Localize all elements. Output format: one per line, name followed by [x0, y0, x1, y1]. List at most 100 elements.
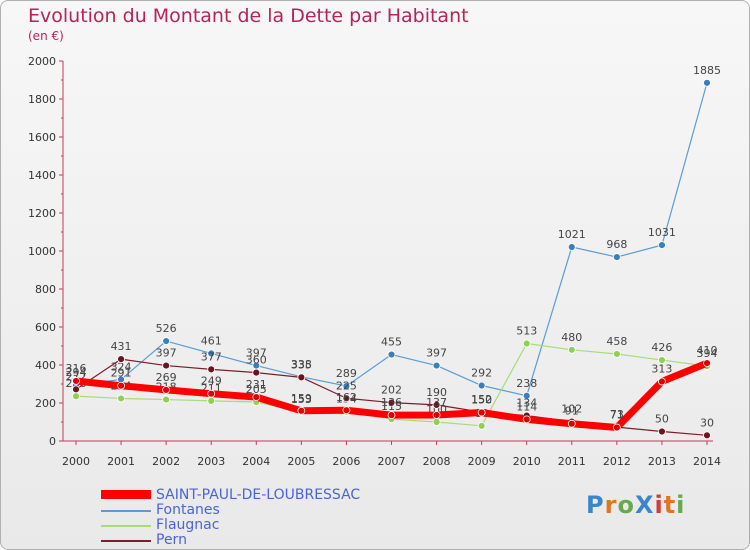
data-label-flaugnac: 426 [651, 341, 672, 354]
data-label-pern: 225 [336, 379, 357, 392]
y-tick-label: 0 [49, 435, 56, 448]
data-label-pern: 152 [471, 393, 492, 406]
legend-label: Flaugnac [156, 517, 220, 533]
data-label-flaugnac: 205 [246, 383, 267, 396]
data-point-saint-paul-de-loubressac [117, 381, 125, 390]
x-tick-label: 2006 [332, 455, 360, 468]
y-tick-label: 800 [35, 283, 56, 296]
data-point-fontanes [703, 78, 711, 87]
data-label-saint-paul-de-loubressac: 313 [651, 363, 672, 376]
data-label-fontanes: 526 [156, 322, 177, 335]
data-label-pern: 190 [426, 386, 447, 399]
data-point-saint-paul-de-loubressac [432, 411, 441, 419]
data-point-fontanes [477, 381, 486, 390]
data-label-pern: 30 [700, 416, 714, 429]
y-tick-label: 200 [35, 397, 56, 410]
y-tick-label: 1400 [28, 169, 56, 182]
data-point-flaugnac [162, 395, 171, 404]
data-point-saint-paul-de-loubressac [703, 359, 711, 368]
logo-letter: i [654, 491, 664, 519]
data-point-fontanes [567, 243, 576, 251]
data-point-saint-paul-de-loubressac [522, 415, 531, 424]
logo-letter: i [676, 491, 686, 519]
y-tick-label: 1200 [28, 207, 56, 220]
y-tick-label: 1800 [28, 93, 56, 106]
legend-label: Fontanes [156, 502, 220, 518]
data-label-saint-paul-de-loubressac: 316 [66, 362, 87, 375]
data-label-saint-paul-de-loubressac: 91 [565, 405, 579, 418]
data-point-flaugnac [522, 339, 531, 348]
x-tick-label: 2000 [62, 455, 90, 468]
data-label-saint-paul-de-loubressac: 150 [471, 394, 492, 407]
data-point-flaugnac [567, 345, 576, 354]
data-point-flaugnac [207, 397, 216, 405]
data-point-fontanes [612, 253, 621, 261]
data-point-pern [432, 400, 441, 409]
data-label-fontanes: 397 [426, 347, 447, 360]
data-point-pern [117, 355, 125, 364]
data-label-pern: 360 [246, 354, 267, 367]
data-label-pern: 73 [610, 408, 624, 421]
data-label-pern: 397 [156, 347, 177, 360]
data-label-saint-paul-de-loubressac: 291 [111, 367, 132, 380]
x-tick-label: 2014 [693, 455, 721, 468]
data-point-fontanes [522, 391, 531, 400]
data-label-fontanes: 461 [201, 334, 222, 347]
data-point-saint-paul-de-loubressac [612, 423, 621, 432]
data-label-fontanes: 238 [516, 377, 537, 390]
legend-swatch [101, 525, 151, 527]
data-point-fontanes [658, 241, 666, 250]
logo-letter: o [617, 491, 635, 519]
data-label-saint-paul-de-loubressac: 137 [426, 396, 447, 409]
data-point-flaugnac [72, 392, 80, 401]
logo-letter: r [604, 491, 618, 519]
data-label-fontanes: 1031 [648, 226, 676, 239]
data-label-saint-paul-de-loubressac: 114 [516, 400, 537, 413]
data-label-fontanes: 292 [471, 367, 492, 380]
data-point-fontanes [207, 349, 216, 358]
chart-title: Evolution du Montant de la Dette par Hab… [28, 5, 469, 27]
data-point-saint-paul-de-loubressac [297, 406, 306, 415]
y-tick-label: 2000 [28, 55, 56, 68]
data-label-saint-paul-de-loubressac: 231 [246, 378, 267, 391]
data-point-flaugnac [658, 356, 666, 364]
data-point-saint-paul-de-loubressac [207, 389, 216, 398]
data-label-pern: 50 [655, 413, 669, 426]
data-point-pern [252, 368, 261, 377]
data-point-fontanes [387, 350, 396, 359]
data-label-saint-paul-de-loubressac: 249 [201, 375, 222, 388]
data-label-pern: 377 [201, 350, 222, 363]
logo-letter: X [634, 491, 655, 519]
data-point-flaugnac [477, 421, 486, 430]
data-label-fontanes: 455 [381, 336, 402, 349]
logo-letter: t [663, 491, 677, 519]
data-point-pern [703, 431, 711, 440]
data-label-flaugnac: 480 [561, 331, 582, 344]
y-tick-label: 1000 [28, 245, 56, 258]
data-label-fontanes: 1885 [693, 64, 721, 77]
data-label-flaugnac: 394 [697, 347, 718, 360]
legend-swatch [101, 540, 151, 542]
data-point-fontanes [162, 337, 171, 345]
data-point-flaugnac [117, 394, 125, 403]
data-point-saint-paul-de-loubressac [477, 408, 486, 417]
proxiti-logo: ProXiti [586, 491, 685, 519]
data-label-fontanes: 338 [291, 358, 312, 371]
data-label-saint-paul-de-loubressac: 410 [697, 344, 718, 357]
data-label-saint-paul-de-loubressac: 71 [610, 409, 624, 422]
x-tick-label: 2010 [513, 455, 541, 468]
data-label-pern: 431 [111, 340, 132, 353]
data-point-saint-paul-de-loubressac [342, 406, 351, 415]
data-label-fontanes: 294 [66, 366, 87, 379]
data-point-pern [207, 365, 216, 374]
logo-letter: P [586, 491, 605, 519]
chart-subtitle: (en €) [28, 29, 64, 43]
y-tick-label: 400 [35, 359, 56, 372]
y-tick-label: 600 [35, 321, 56, 334]
x-tick-label: 2007 [378, 455, 406, 468]
data-label-saint-paul-de-loubressac: 269 [156, 371, 177, 384]
data-label-saint-paul-de-loubressac: 136 [381, 396, 402, 409]
data-point-saint-paul-de-loubressac [567, 419, 576, 428]
